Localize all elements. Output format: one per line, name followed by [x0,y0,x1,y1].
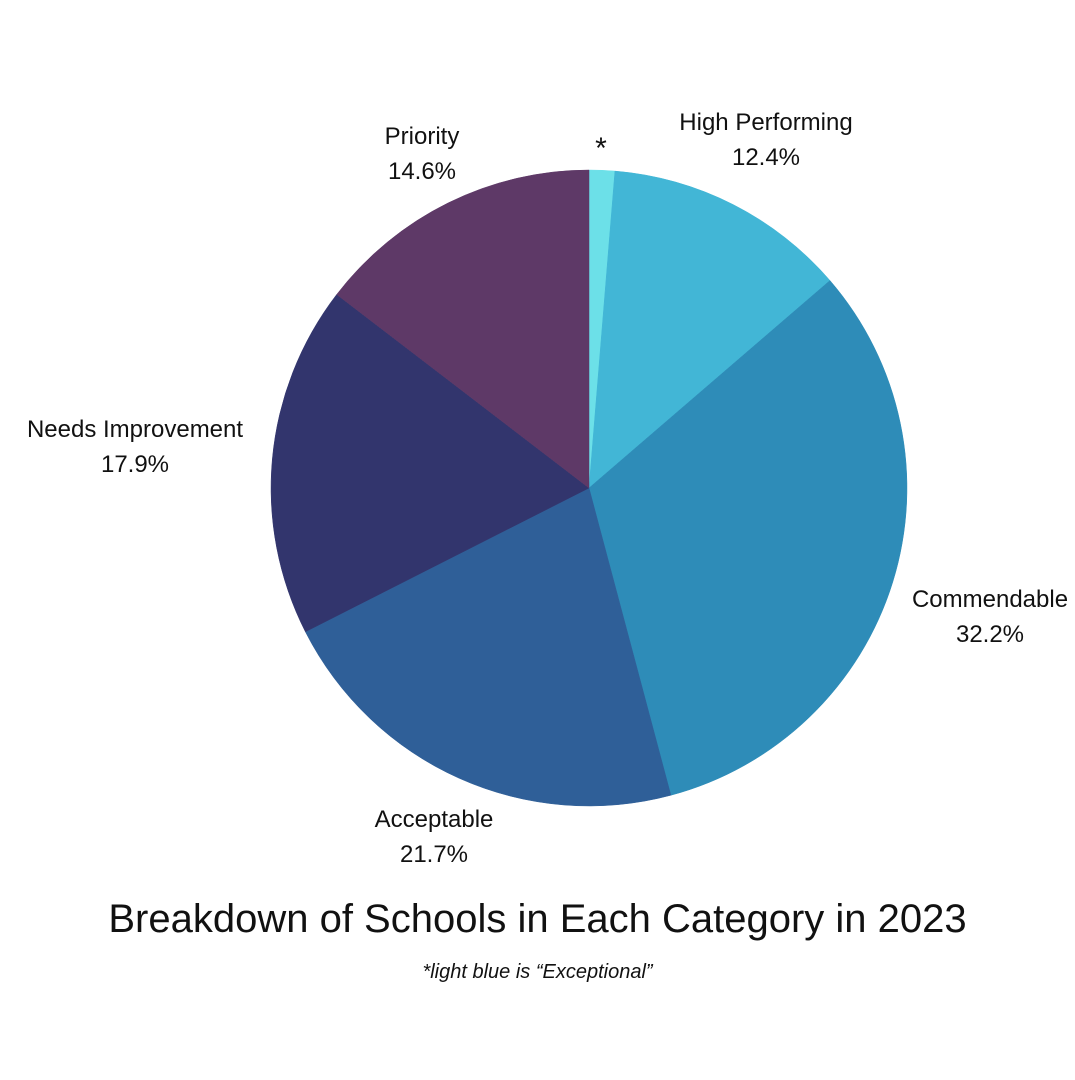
pie-slice-needs-improvement [270,294,590,633]
pie-labels: * High Performing 12.4% Commendable 32.2% Acc… [27,109,1068,868]
chart-title: Breakdown of Schools in Each Category in… [108,897,967,941]
slice-label-needs-improvement: Needs Improvement [27,416,243,443]
slice-label-commendable: Commendable [912,586,1068,613]
slice-value-needs-improvement: 17.9% [101,451,169,478]
slice-label-high-performing: High Performing [679,109,852,136]
slice-value-acceptable: 21.7% [400,841,468,868]
pie-slice-commendable [588,280,908,796]
slice-label-acceptable: Acceptable [375,806,494,833]
pie-slices [270,169,908,807]
slice-value-high-performing: 12.4% [732,144,800,171]
pie-slice-priority [336,169,590,489]
slice-value-commendable: 32.2% [956,621,1024,648]
slice-label-priority: Priority [385,123,460,150]
slice-value-priority: 14.6% [388,158,456,185]
pie-slice-acceptable [305,487,672,807]
chart-footnote: *light blue is “Exceptional” [422,961,653,983]
pie-slice-high-performing [588,170,831,489]
slice-marker-asterisk: * [595,132,607,165]
